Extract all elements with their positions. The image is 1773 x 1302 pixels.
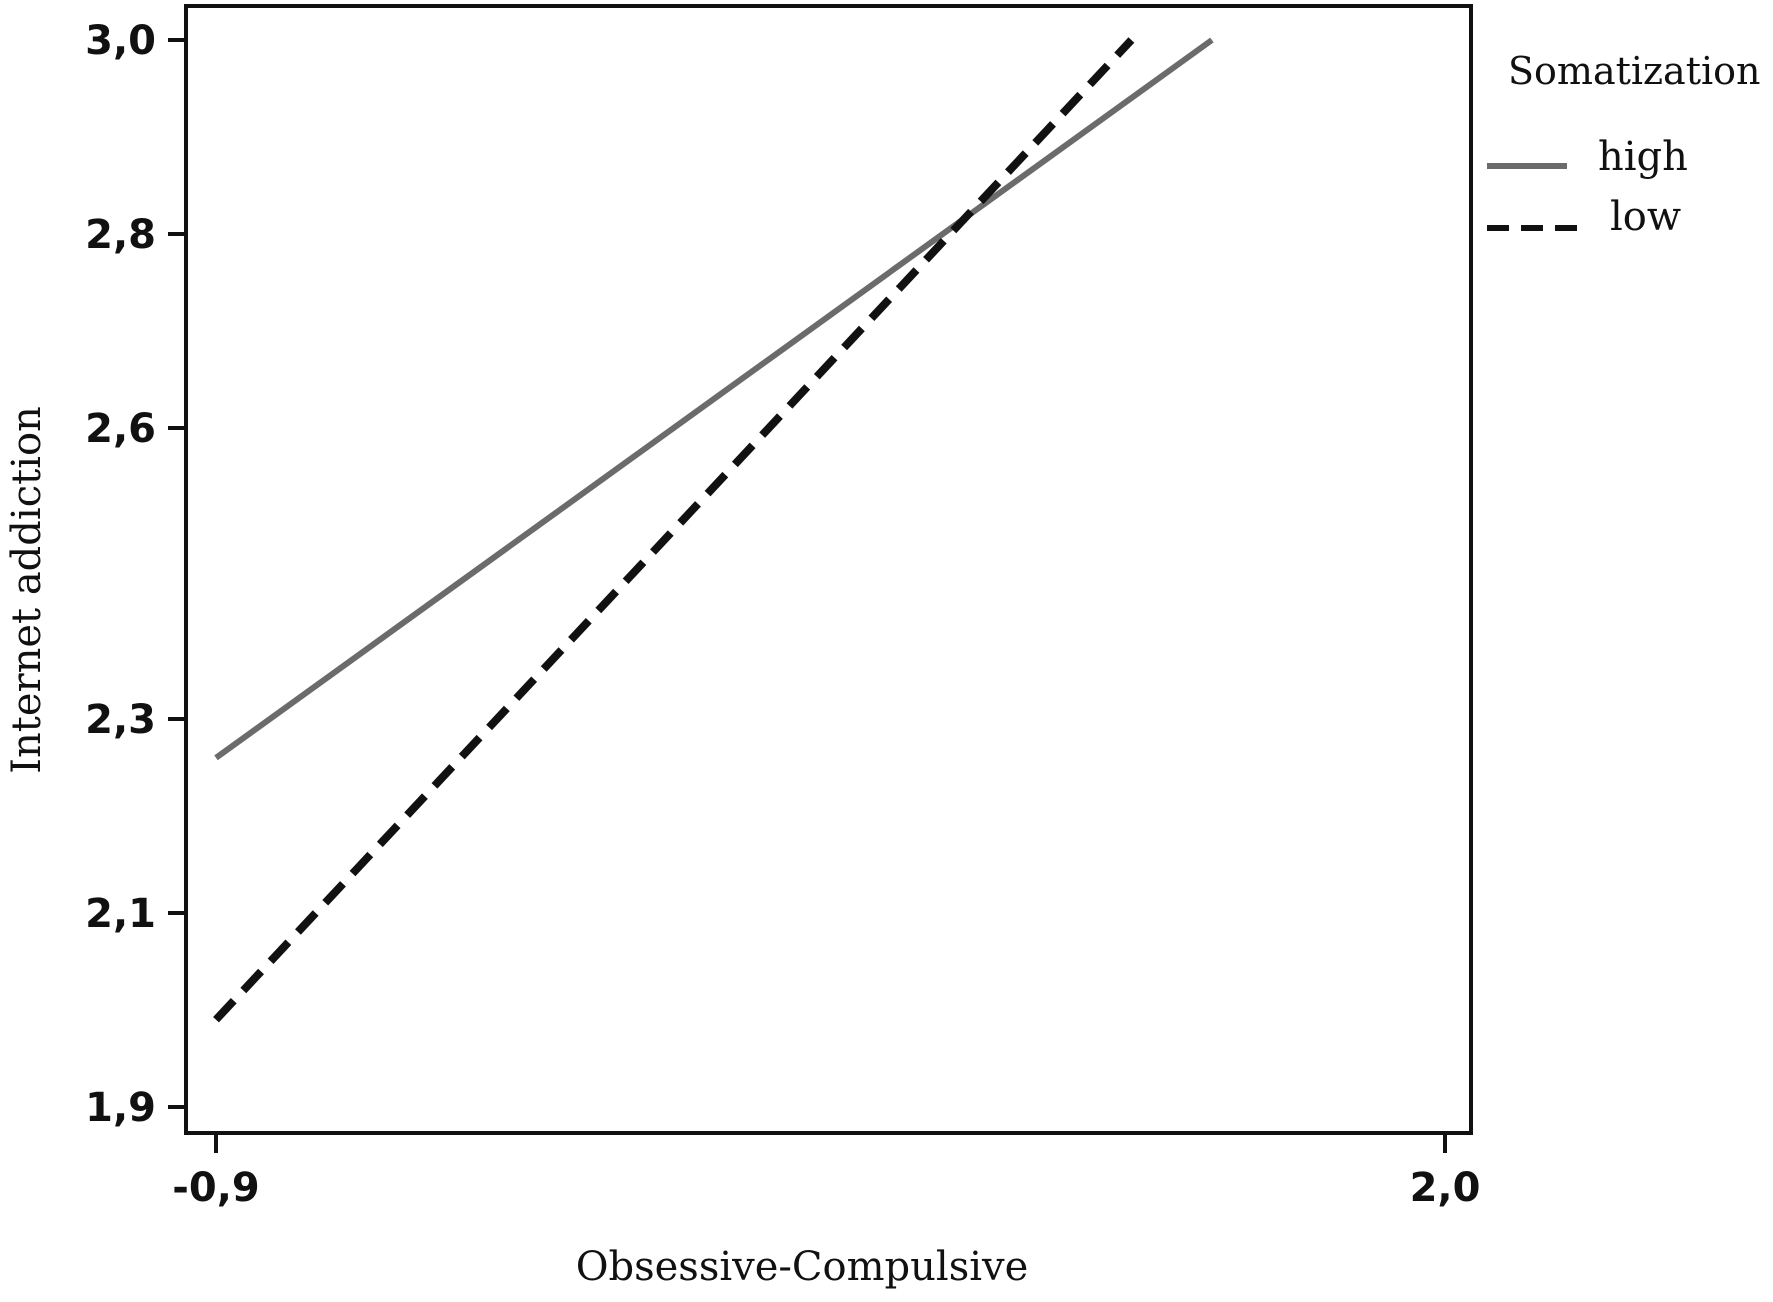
plot-frame: [184, 4, 1473, 1135]
legend-label-high: high: [1598, 134, 1688, 180]
y-tick-label: 2,6: [85, 406, 156, 452]
y-tick-label: 2,8: [85, 212, 156, 258]
x-tick-label: 2,0: [1410, 1165, 1481, 1211]
y-tick-label: 2,1: [85, 891, 156, 937]
legend-label-low: low: [1610, 194, 1681, 240]
y-axis-title: Internet addiction: [4, 406, 50, 774]
y-tick-label: 1,9: [85, 1085, 156, 1131]
x-axis-title: Obsessive-Compulsive: [576, 1244, 1029, 1290]
series-line-low: [213, 37, 1135, 1023]
y-axis: 1,9 2,1 2,3 2,6 2,8 3,0: [85, 18, 186, 1131]
series-line-high: [214, 37, 1214, 761]
legend: Somatization high low: [1487, 49, 1760, 240]
x-axis: -0,9 2,0: [172, 1133, 1480, 1211]
y-tick-label: 2,3: [85, 697, 156, 743]
x-tick-label: -0,9: [172, 1165, 259, 1211]
y-tick-label: 3,0: [85, 18, 156, 64]
series-layer: [213, 37, 1214, 1023]
legend-title: Somatization: [1508, 49, 1760, 93]
